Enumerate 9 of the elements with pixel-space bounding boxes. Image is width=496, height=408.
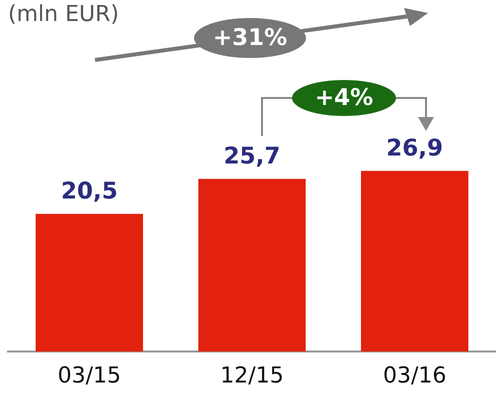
x-tick-label: 03/15 xyxy=(58,364,122,389)
data-label: 26,9 xyxy=(386,135,444,162)
text: +4% xyxy=(292,80,396,116)
data-label: 25,7 xyxy=(224,143,280,170)
text: +31% xyxy=(194,18,306,58)
x-tick-label: 12/15 xyxy=(220,364,284,389)
x-tick-label: 03/16 xyxy=(382,364,446,389)
data-label: 20,5 xyxy=(60,178,118,204)
chart-title: (mln EUR) xyxy=(8,2,119,27)
